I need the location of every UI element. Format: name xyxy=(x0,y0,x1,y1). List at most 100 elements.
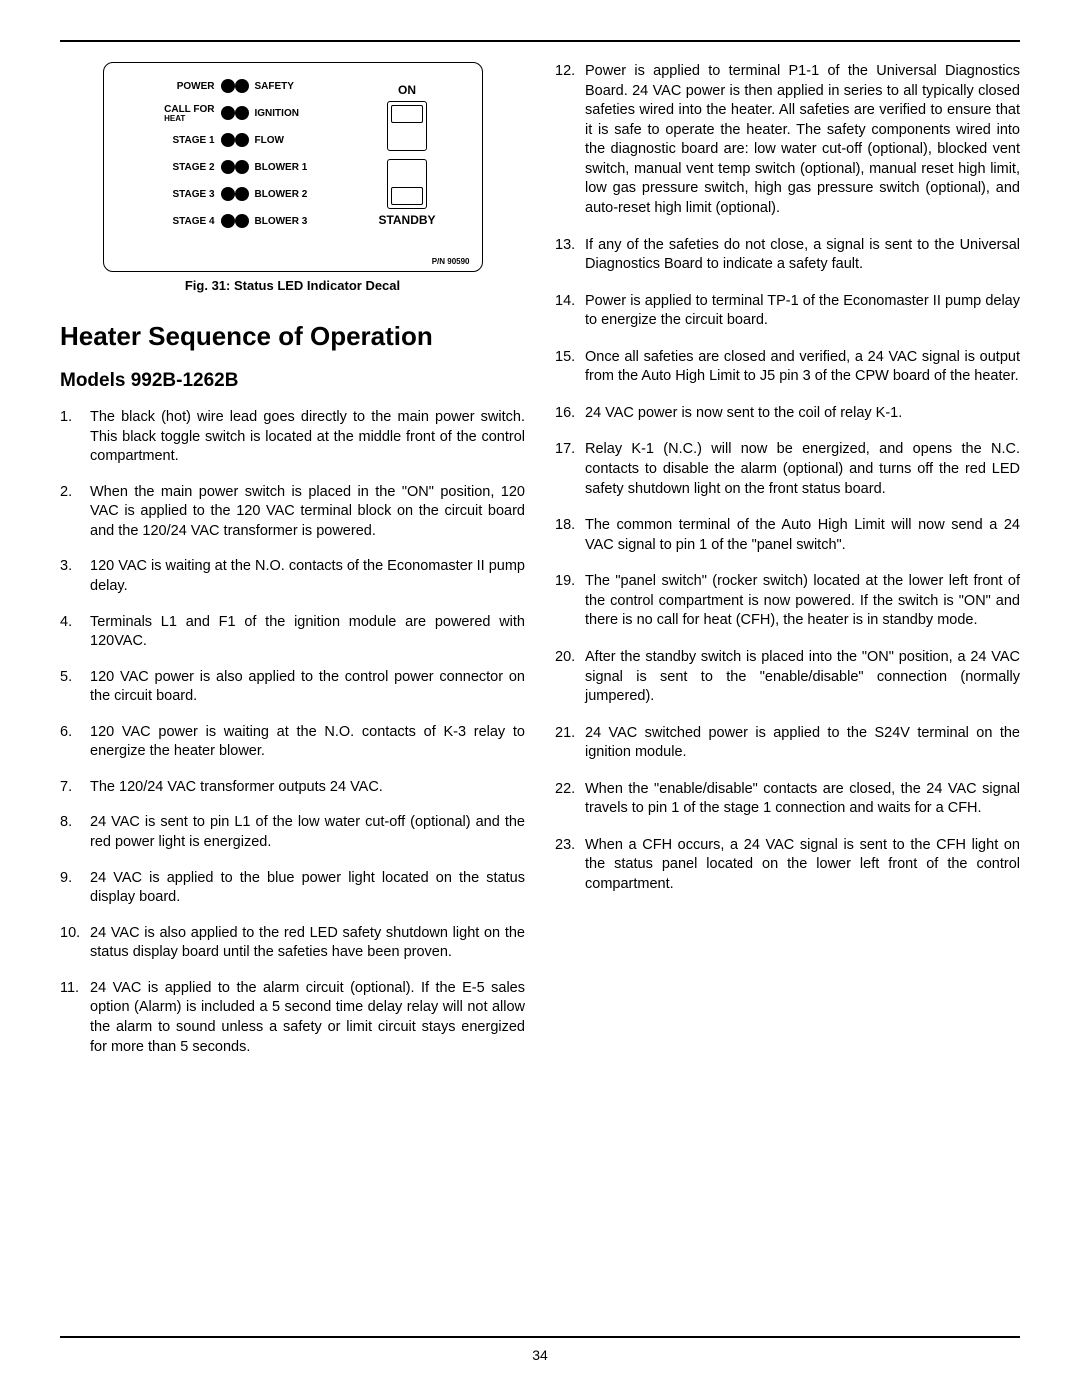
item-number: 18. xyxy=(555,516,585,555)
led-row: STAGE 2 xyxy=(120,158,235,176)
list-item: 19.The "panel switch" (rocker switch) lo… xyxy=(555,572,1020,631)
list-item: 23.When a CFH occurs, a 24 VAC signal is… xyxy=(555,836,1020,895)
list-item: 11.24 VAC is applied to the alarm circui… xyxy=(60,979,525,1057)
item-text: 24 VAC switched power is applied to the … xyxy=(585,724,1020,763)
diagram-mid-leds: SAFETY IGNITION FLOW BLOWER 1 BLOWER 2 B… xyxy=(235,77,355,261)
right-column: 12.Power is applied to terminal P1-1 of … xyxy=(555,62,1020,1073)
led-label: BLOWER 1 xyxy=(255,162,308,173)
list-item: 7.The 120/24 VAC transformer outputs 24 … xyxy=(60,778,525,798)
list-item: 8.24 VAC is sent to pin L1 of the low wa… xyxy=(60,813,525,852)
item-text: 24 VAC power is now sent to the coil of … xyxy=(585,404,1020,424)
item-text: Relay K-1 (N.C.) will now be energized, … xyxy=(585,440,1020,499)
list-item: 2.When the main power switch is placed i… xyxy=(60,483,525,542)
item-text: 120 VAC is waiting at the N.O. contacts … xyxy=(90,557,525,596)
item-number: 22. xyxy=(555,780,585,819)
list-item: 13.If any of the safeties do not close, … xyxy=(555,236,1020,275)
item-text: When a CFH occurs, a 24 VAC signal is se… xyxy=(585,836,1020,895)
led-label: SAFETY xyxy=(255,81,294,92)
content-columns: POWER CALL FORHEAT STAGE 1 STAGE 2 STAGE… xyxy=(60,62,1020,1073)
item-number: 1. xyxy=(60,408,90,467)
switch-icon xyxy=(387,159,427,209)
led-label: BLOWER 3 xyxy=(255,216,308,227)
list-item: 1.The black (hot) wire lead goes directl… xyxy=(60,408,525,467)
item-text: 120 VAC power is also applied to the con… xyxy=(90,668,525,707)
item-text: The black (hot) wire lead goes directly … xyxy=(90,408,525,467)
led-label: CALL FORHEAT xyxy=(164,104,214,122)
led-row: BLOWER 1 xyxy=(235,158,355,176)
item-text: If any of the safeties do not close, a s… xyxy=(585,236,1020,275)
item-number: 23. xyxy=(555,836,585,895)
item-number: 9. xyxy=(60,869,90,908)
item-number: 8. xyxy=(60,813,90,852)
item-number: 15. xyxy=(555,348,585,387)
list-item: 5.120 VAC power is also applied to the c… xyxy=(60,668,525,707)
list-item: 3.120 VAC is waiting at the N.O. contact… xyxy=(60,557,525,596)
led-row: SAFETY xyxy=(235,77,355,95)
led-dot-icon xyxy=(235,106,249,120)
led-dot-icon xyxy=(221,214,235,228)
part-number: P/N 90590 xyxy=(432,257,470,266)
top-rule xyxy=(60,40,1020,42)
diagram-switches: ON STANDBY xyxy=(355,77,460,261)
item-number: 12. xyxy=(555,62,585,219)
page-number: 34 xyxy=(0,1347,1080,1363)
led-label: IGNITION xyxy=(255,108,299,119)
item-number: 2. xyxy=(60,483,90,542)
led-dot-icon xyxy=(235,187,249,201)
led-dot-icon xyxy=(221,133,235,147)
item-text: Once all safeties are closed and verifie… xyxy=(585,348,1020,387)
list-item: 9.24 VAC is applied to the blue power li… xyxy=(60,869,525,908)
led-dot-icon xyxy=(235,79,249,93)
led-dot-icon xyxy=(221,79,235,93)
left-column: POWER CALL FORHEAT STAGE 1 STAGE 2 STAGE… xyxy=(60,62,525,1073)
led-dot-icon xyxy=(221,106,235,120)
item-text: 24 VAC is applied to the alarm circuit (… xyxy=(90,979,525,1057)
procedure-list-left: 1.The black (hot) wire lead goes directl… xyxy=(60,408,525,1057)
list-item: 12.Power is applied to terminal P1-1 of … xyxy=(555,62,1020,219)
led-dot-icon xyxy=(221,160,235,174)
led-label: STAGE 4 xyxy=(172,216,214,227)
procedure-list-right: 12.Power is applied to terminal P1-1 of … xyxy=(555,62,1020,895)
led-row: STAGE 3 xyxy=(120,185,235,203)
item-number: 10. xyxy=(60,924,90,963)
list-item: 10.24 VAC is also applied to the red LED… xyxy=(60,924,525,963)
led-row: CALL FORHEAT xyxy=(120,104,235,122)
led-row: BLOWER 2 xyxy=(235,185,355,203)
figure-caption: Fig. 31: Status LED Indicator Decal xyxy=(60,278,525,293)
item-text: When the "enable/disable" contacts are c… xyxy=(585,780,1020,819)
item-number: 20. xyxy=(555,648,585,707)
item-text: 24 VAC is sent to pin L1 of the low wate… xyxy=(90,813,525,852)
list-item: 4.Terminals L1 and F1 of the ignition mo… xyxy=(60,613,525,652)
heading-sub: Models 992B-1262B xyxy=(60,370,525,392)
item-text: After the standby switch is placed into … xyxy=(585,648,1020,707)
led-row: STAGE 4 xyxy=(120,212,235,230)
item-number: 14. xyxy=(555,292,585,331)
item-text: Terminals L1 and F1 of the ignition modu… xyxy=(90,613,525,652)
led-row: BLOWER 3 xyxy=(235,212,355,230)
list-item: 15.Once all safeties are closed and veri… xyxy=(555,348,1020,387)
item-text: 120 VAC power is waiting at the N.O. con… xyxy=(90,723,525,762)
led-label: BLOWER 2 xyxy=(255,189,308,200)
led-label: STAGE 2 xyxy=(172,162,214,173)
switch-on-label: ON xyxy=(398,83,416,97)
item-text: 24 VAC is also applied to the red LED sa… xyxy=(90,924,525,963)
item-number: 4. xyxy=(60,613,90,652)
led-label: POWER xyxy=(177,81,215,92)
item-number: 11. xyxy=(60,979,90,1057)
bottom-rule xyxy=(60,1336,1020,1338)
led-label: FLOW xyxy=(255,135,284,146)
led-row: POWER xyxy=(120,77,235,95)
led-row: IGNITION xyxy=(235,104,355,122)
led-row: FLOW xyxy=(235,131,355,149)
diagram-left-leds: POWER CALL FORHEAT STAGE 1 STAGE 2 STAGE… xyxy=(120,77,235,261)
led-dot-icon xyxy=(235,133,249,147)
list-item: 17.Relay K-1 (N.C.) will now be energize… xyxy=(555,440,1020,499)
list-item: 14.Power is applied to terminal TP-1 of … xyxy=(555,292,1020,331)
item-text: 24 VAC is applied to the blue power ligh… xyxy=(90,869,525,908)
switch-standby-label: STANDBY xyxy=(378,213,435,227)
item-text: When the main power switch is placed in … xyxy=(90,483,525,542)
led-label: STAGE 3 xyxy=(172,189,214,200)
led-dot-icon xyxy=(221,187,235,201)
item-number: 3. xyxy=(60,557,90,596)
item-number: 5. xyxy=(60,668,90,707)
